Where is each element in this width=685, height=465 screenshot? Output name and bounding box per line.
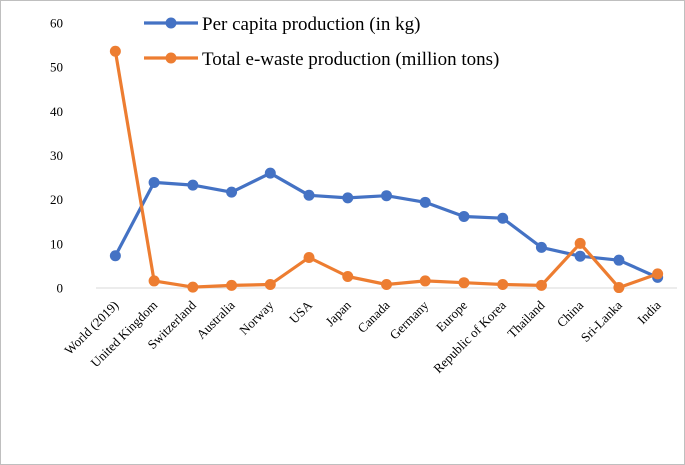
data-point bbox=[574, 237, 586, 249]
data-point bbox=[381, 278, 392, 290]
data-point bbox=[109, 45, 121, 57]
series-total-e-waste-production-million-tons bbox=[109, 45, 664, 294]
x-tick-label: Republic of Korea bbox=[430, 297, 509, 376]
x-tick-label: Japan bbox=[322, 297, 354, 329]
data-point bbox=[497, 278, 509, 290]
y-tick-label: 50 bbox=[50, 60, 63, 75]
legend-item-total-ewaste: Total e-waste production (million tons) bbox=[144, 49, 499, 70]
data-point bbox=[419, 196, 431, 208]
data-point bbox=[458, 210, 470, 222]
data-point bbox=[187, 281, 199, 293]
data-point bbox=[226, 186, 238, 198]
x-tick-label: Sri-Lanka bbox=[578, 297, 626, 345]
data-point bbox=[574, 250, 586, 262]
data-point bbox=[381, 190, 392, 202]
x-tick-label: USA bbox=[286, 297, 315, 326]
y-tick-label: 40 bbox=[50, 104, 63, 119]
y-tick-label: 0 bbox=[57, 281, 64, 296]
legend: Per capita production (in kg) Total e-wa… bbox=[144, 14, 499, 70]
x-axis: World (2019)United KingdomSwitzerlandAus… bbox=[61, 297, 664, 376]
data-point bbox=[535, 241, 547, 253]
data-point bbox=[342, 271, 354, 283]
y-tick-label: 20 bbox=[50, 192, 63, 207]
data-point bbox=[303, 252, 315, 264]
data-point bbox=[497, 212, 509, 224]
x-tick-label: India bbox=[634, 297, 664, 327]
series-line bbox=[113, 49, 660, 290]
x-tick-label: Germany bbox=[387, 297, 432, 342]
legend-marker-total-ewaste bbox=[165, 52, 177, 64]
data-point bbox=[613, 254, 625, 266]
data-point bbox=[226, 279, 238, 291]
data-point bbox=[109, 250, 121, 262]
data-point bbox=[613, 282, 625, 294]
y-tick-label: 60 bbox=[50, 16, 63, 31]
x-tick-label: Norway bbox=[236, 297, 277, 338]
data-point bbox=[264, 278, 276, 290]
data-point bbox=[535, 279, 547, 291]
data-point bbox=[264, 167, 276, 179]
data-point bbox=[419, 275, 431, 287]
data-point bbox=[652, 268, 664, 280]
data-point bbox=[148, 176, 160, 188]
x-tick-label: Australia bbox=[193, 297, 237, 341]
data-point bbox=[148, 275, 160, 287]
data-point bbox=[342, 192, 354, 204]
y-tick-label: 30 bbox=[50, 148, 63, 163]
y-axis: 0 10 20 30 40 50 60 bbox=[50, 16, 63, 296]
y-tick-label: 10 bbox=[50, 236, 63, 251]
data-point bbox=[187, 179, 199, 191]
legend-item-per-capita: Per capita production (in kg) bbox=[144, 14, 420, 35]
series-layer bbox=[109, 45, 664, 294]
series-per-capita-production-in-kg bbox=[109, 167, 664, 283]
data-point bbox=[303, 189, 315, 201]
x-tick-label: Europe bbox=[433, 297, 470, 334]
x-tick-label: United Kingdom bbox=[88, 298, 161, 371]
data-point bbox=[458, 277, 470, 289]
legend-label-per-capita: Per capita production (in kg) bbox=[202, 14, 420, 35]
x-tick-label: China bbox=[554, 297, 587, 330]
legend-marker-per-capita bbox=[165, 17, 177, 29]
x-tick-label: Thailand bbox=[504, 297, 548, 341]
legend-label-total-ewaste: Total e-waste production (million tons) bbox=[202, 49, 499, 70]
